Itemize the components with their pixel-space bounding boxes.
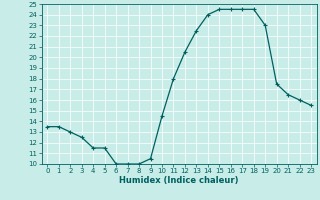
X-axis label: Humidex (Indice chaleur): Humidex (Indice chaleur) [119,176,239,185]
